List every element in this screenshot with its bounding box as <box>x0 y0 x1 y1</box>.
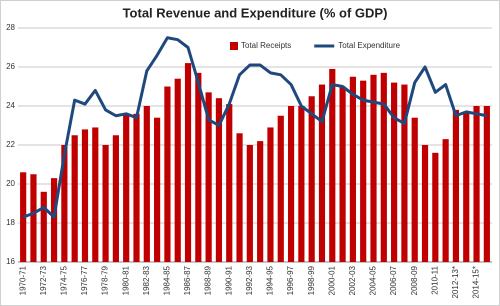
bar <box>452 109 460 263</box>
legend-label: Total Expenditure <box>338 41 400 50</box>
x-tick-label: 2006-07 <box>389 265 398 295</box>
bar <box>380 72 387 262</box>
bar <box>349 76 356 262</box>
x-tick-label: 1992-93 <box>245 265 254 295</box>
bar <box>143 106 150 262</box>
bar <box>473 106 480 262</box>
bar <box>442 139 449 262</box>
x-tick-label: 1998-99 <box>307 265 316 295</box>
bar <box>50 178 58 262</box>
bar <box>184 63 192 262</box>
y-tick-label: 22 <box>6 140 15 149</box>
x-tick-label: 2012-13* <box>451 266 460 298</box>
bar <box>40 191 47 262</box>
y-tick-label: 18 <box>6 218 15 227</box>
bar <box>205 92 212 262</box>
bar <box>298 106 305 262</box>
bar <box>401 84 408 262</box>
x-tick-label: 2014-15* <box>472 266 481 298</box>
line <box>22 36 488 219</box>
bar <box>277 115 284 262</box>
x-tick-label: 1970-71 <box>18 265 27 295</box>
x-tick-label: 1994-95 <box>266 265 275 295</box>
bar <box>432 152 439 262</box>
x-tick-label: 1974-75 <box>59 265 68 295</box>
x-tick-label: 1982-83 <box>142 265 151 295</box>
bar <box>483 106 490 262</box>
bar <box>236 133 243 262</box>
x-tick-label: 1984-85 <box>163 265 172 295</box>
bar <box>133 113 140 262</box>
bar <box>246 145 253 262</box>
y-tick-label: 20 <box>6 179 15 188</box>
bar <box>112 135 119 262</box>
bar <box>30 174 37 262</box>
x-tick-label: 2004-05 <box>369 265 378 295</box>
x-tick-label: 1986-87 <box>183 265 192 295</box>
x-tick-label: 2010-11 <box>430 265 439 294</box>
bar <box>123 113 130 262</box>
bar <box>174 78 181 262</box>
legend-swatch <box>230 42 238 50</box>
x-tick-label: 1996-97 <box>286 265 295 295</box>
bar <box>421 145 429 262</box>
bar <box>71 135 78 262</box>
bar <box>164 86 171 262</box>
x-tick-label: 2002-03 <box>348 265 357 295</box>
bar <box>339 86 346 262</box>
x-tick-label: 2008-09 <box>410 265 419 295</box>
bar <box>287 106 295 262</box>
bar <box>370 74 377 262</box>
bar <box>102 145 109 262</box>
x-tick-label: 1976-77 <box>80 265 89 295</box>
bar <box>318 84 326 262</box>
x-tick-label: 1972-73 <box>39 265 48 295</box>
x-tick-label: 2000-01 <box>327 265 336 295</box>
x-tick-label: 1980-81 <box>121 265 130 295</box>
x-tick-label: 1978-79 <box>101 265 110 295</box>
bar <box>391 82 398 262</box>
bar <box>195 72 202 262</box>
bar <box>81 129 89 262</box>
bar <box>308 96 315 262</box>
bar <box>360 80 367 263</box>
bar <box>226 104 233 262</box>
y-tick-label: 26 <box>6 62 15 71</box>
bar <box>329 68 336 262</box>
bar <box>61 145 68 262</box>
bar <box>463 111 470 262</box>
bar <box>215 98 223 262</box>
bar <box>267 127 274 262</box>
x-tick-label: 1988-89 <box>204 265 213 295</box>
chart-title: Total Revenue and Expenditure (% of GDP) <box>123 5 388 20</box>
y-tick-label: 28 <box>6 23 15 32</box>
bar <box>92 127 99 262</box>
legend-label: Total Receipts <box>241 41 291 50</box>
x-tick-label: 1990-91 <box>224 265 233 295</box>
bar <box>411 117 418 262</box>
y-tick-label: 16 <box>6 257 15 266</box>
bar <box>154 117 161 262</box>
bar <box>257 141 264 262</box>
y-tick-label: 24 <box>6 101 15 110</box>
